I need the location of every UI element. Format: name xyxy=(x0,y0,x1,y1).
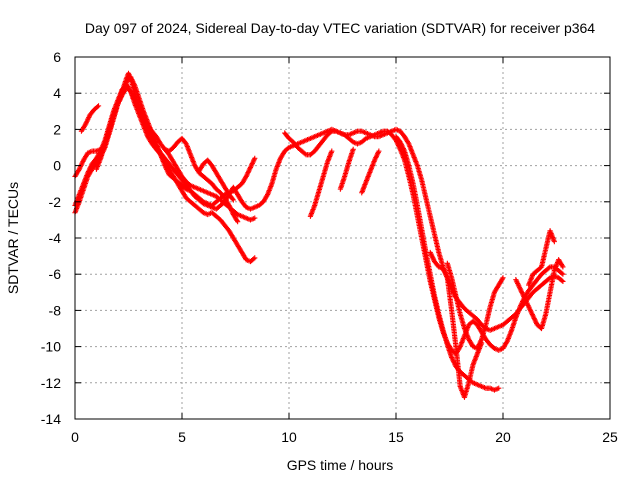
data-point xyxy=(546,265,552,271)
data-point xyxy=(559,277,565,284)
data-point xyxy=(328,129,334,135)
data-point xyxy=(229,196,236,202)
data-point xyxy=(559,270,565,276)
series-9 xyxy=(393,134,502,393)
data-point xyxy=(230,197,236,203)
data-point xyxy=(376,148,382,154)
series-11 xyxy=(444,260,506,352)
y-tick-label: -14 xyxy=(41,411,61,427)
x-tick-label: 15 xyxy=(388,429,404,445)
data-point xyxy=(560,264,566,270)
y-tick-label: -4 xyxy=(49,230,62,246)
data-point xyxy=(329,148,335,154)
y-tick-labels: -14 -12 -10 -8 -6 -4 -2 0 2 4 6 xyxy=(41,49,61,427)
data-point xyxy=(252,155,258,161)
x-tick-label: 0 xyxy=(71,429,79,445)
data-point xyxy=(302,151,308,157)
series-7 xyxy=(196,157,236,203)
series-15 xyxy=(513,257,566,332)
y-tick-label: -10 xyxy=(41,339,61,355)
x-tick-labels: 0 5 10 15 20 25 xyxy=(71,429,618,445)
series-12 xyxy=(307,148,335,219)
series-13 xyxy=(337,146,356,192)
y-tick-label: -2 xyxy=(49,194,62,210)
data-point xyxy=(235,219,241,225)
y-tick-label: 0 xyxy=(53,158,61,174)
series-5 xyxy=(93,74,258,209)
series-6 xyxy=(162,135,241,225)
series-2 xyxy=(72,81,258,265)
data-point xyxy=(95,103,102,109)
data-point xyxy=(560,271,566,277)
data-point xyxy=(252,255,258,261)
data-point xyxy=(560,278,566,285)
y-axis-label: SDTVAR / TECUs xyxy=(5,182,21,294)
series-14 xyxy=(359,148,382,196)
data-point xyxy=(496,385,502,391)
x-tick-label: 5 xyxy=(178,429,186,445)
x-tick-label: 20 xyxy=(495,429,511,445)
x-axis-label: GPS time / hours xyxy=(287,457,394,473)
data-point xyxy=(252,215,258,221)
data-point xyxy=(551,239,557,245)
data-point xyxy=(94,104,101,110)
y-tick-label: 4 xyxy=(53,85,61,101)
data-point xyxy=(500,275,506,281)
y-tick-label: -8 xyxy=(49,302,62,318)
y-tick-label: 2 xyxy=(53,121,61,137)
chart-title: Day 097 of 2024, Sidereal Day-to-day VTE… xyxy=(85,20,595,36)
data-point xyxy=(251,256,257,262)
series-3 xyxy=(72,85,258,223)
series-16 xyxy=(526,228,557,288)
y-tick-label: -6 xyxy=(49,266,62,282)
series-4 xyxy=(78,103,102,134)
x-tick-label: 10 xyxy=(281,429,297,445)
y-tick-label: 6 xyxy=(53,49,61,65)
series-10 xyxy=(427,249,485,400)
axis-ticks xyxy=(74,56,611,420)
grid-lines xyxy=(75,57,610,419)
y-tick-label: -12 xyxy=(41,375,61,391)
data-points xyxy=(72,70,566,400)
data-point xyxy=(350,146,356,152)
x-tick-label: 25 xyxy=(602,429,618,445)
